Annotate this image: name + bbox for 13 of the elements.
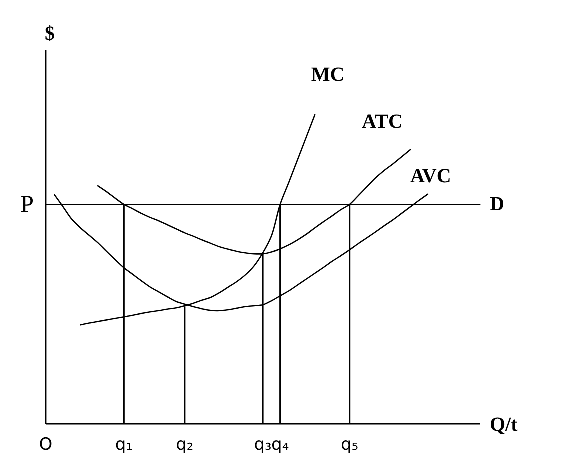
text: P (20, 192, 34, 218)
x-axis-title: Q/t (490, 414, 518, 436)
series-label: MC (311, 64, 345, 86)
x-tick-label: q₂ (176, 435, 194, 455)
x-tick-label: q₄ (272, 435, 290, 455)
x-tick-label: q₁ (115, 435, 133, 455)
y-axis-title: $ (45, 23, 55, 45)
x-tick-label: O (39, 435, 53, 455)
x-tick-label: q₅ (340, 435, 359, 455)
series-label: ATC (362, 110, 403, 133)
series-label: D (490, 194, 504, 216)
series-label: AVC (410, 165, 452, 188)
x-tick-label: q₃ (254, 435, 272, 455)
